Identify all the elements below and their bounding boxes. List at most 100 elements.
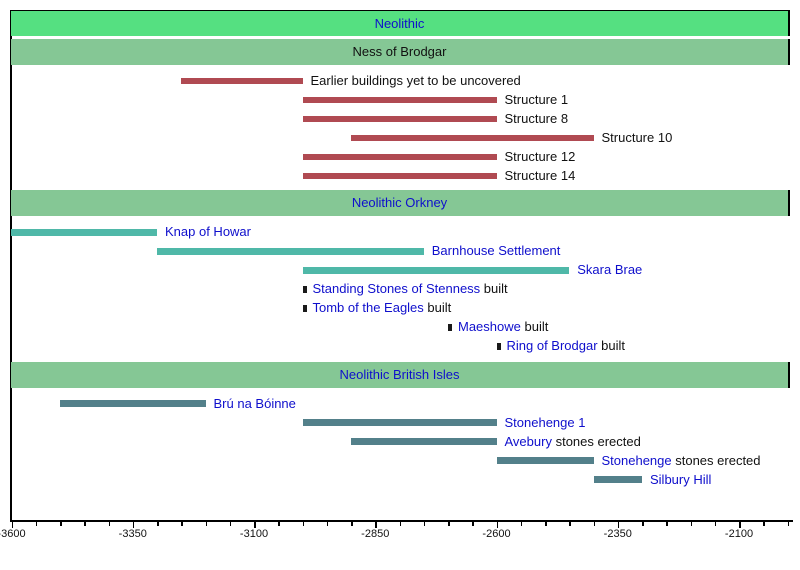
section-header-label-ness-of-brodgar: Ness of Brodgar: [352, 44, 447, 59]
label-earlier-buildings-yet-to-be-uncovered: Earlier buildings yet to be uncovered: [311, 73, 521, 89]
label-barnhouse-settlement: Barnhouse Settlement: [432, 243, 561, 259]
bar-structure-1: [302, 97, 497, 103]
axis-tick: [739, 521, 741, 528]
label-text-earlier-buildings-yet-to-be-uncovered: Earlier buildings yet to be uncovered: [310, 73, 521, 88]
bar-knap-of-howar: [11, 228, 157, 236]
axis-tick: [642, 521, 644, 526]
bar-avebury: [351, 438, 497, 445]
axis-tick: [205, 521, 207, 526]
label-maeshowe: Maeshowe built: [458, 319, 548, 335]
label-structure-1: Structure 1: [505, 92, 569, 108]
label-skara-brae: Skara Brae: [577, 262, 642, 278]
section-header-neolithic: Neolithic: [11, 11, 790, 36]
axis-tick-label: -3350: [118, 528, 147, 540]
y-axis-line: [10, 10, 12, 520]
section-header-label-neolithic-orkney[interactable]: Neolithic Orkney: [351, 195, 448, 210]
axis-tick: [520, 521, 523, 526]
section-header-label-neolithic[interactable]: Neolithic: [374, 15, 425, 31]
link-knap-of-howar[interactable]: Knap of Howar: [165, 224, 251, 239]
axis-tick: [690, 521, 692, 526]
axis-tick: [423, 521, 426, 526]
link-standing-stones-of-stenness[interactable]: Standing Stones of Stenness: [312, 281, 481, 296]
label-suffix-ring-of-brodgar: built: [597, 338, 626, 353]
axis-tick: [11, 521, 13, 528]
marker-standing-stones-of-stenness: [302, 285, 307, 293]
axis-tick: [157, 521, 159, 526]
axis-tick-label: -2100: [724, 528, 754, 540]
label-structure-8: Structure 8: [505, 111, 569, 127]
label-br-na-b-inne: Brú na Bóinne: [214, 396, 296, 412]
label-silbury-hill: Silbury Hill: [650, 472, 711, 488]
axis-tick: [132, 521, 135, 528]
axis-tick: [787, 521, 789, 526]
axis-tick: [84, 521, 86, 526]
plot-top-border: [10, 10, 790, 12]
marker-ring-of-brodgar: [496, 342, 501, 350]
axis-tick-label: -2600: [482, 528, 511, 540]
section-header-neolithic-orkney: Neolithic Orkney: [11, 190, 790, 216]
bar-skara-brae: [302, 266, 570, 274]
link-avebury[interactable]: Avebury: [504, 433, 552, 449]
axis-tick: [302, 521, 304, 526]
link-maeshowe[interactable]: Maeshowe: [458, 319, 521, 334]
axis-tick: [593, 521, 595, 526]
label-suffix-avebury: stones erected: [551, 433, 641, 449]
axis-tick-label: -3100: [239, 528, 269, 540]
link-stonehenge[interactable]: Stonehenge: [601, 452, 672, 468]
link-tomb-of-the-eagles[interactable]: Tomb of the Eagles: [312, 300, 424, 315]
label-avebury: Avebury stones erected: [505, 434, 641, 450]
axis-tick: [351, 521, 353, 526]
section-header-ness-of-brodgar: Ness of Brodgar: [11, 39, 790, 65]
link-skara-brae[interactable]: Skara Brae: [577, 262, 643, 277]
bar-structure-14: [302, 172, 497, 179]
bar-stonehenge: [496, 457, 594, 464]
link-stonehenge-1[interactable]: Stonehenge 1: [504, 414, 586, 430]
axis-tick: [617, 521, 620, 528]
bar-br-na-b-inne: [60, 400, 206, 407]
label-structure-10: Structure 10: [602, 130, 673, 146]
label-stonehenge-1: Stonehenge 1: [505, 415, 586, 431]
axis-tick: [375, 521, 377, 528]
bar-silbury-hill: [593, 476, 642, 483]
axis-tick: [60, 521, 62, 526]
axis-tick: [714, 521, 717, 526]
axis-tick: [448, 521, 450, 526]
axis-tick: [326, 521, 329, 526]
link-br-na-b-inne[interactable]: Brú na Bóinne: [213, 395, 296, 411]
link-barnhouse-settlement[interactable]: Barnhouse Settlement: [431, 243, 561, 258]
label-knap-of-howar: Knap of Howar: [165, 224, 251, 240]
axis-tick-label: -2850: [361, 528, 390, 540]
label-suffix-maeshowe: built: [520, 319, 549, 334]
axis-tick: [181, 521, 183, 526]
section-header-label-neolithic-british-isles[interactable]: Neolithic British Isles: [339, 367, 460, 382]
label-text-structure-1: Structure 1: [504, 92, 569, 107]
label-suffix-stonehenge: stones erected: [671, 452, 761, 468]
label-text-structure-8: Structure 8: [504, 111, 569, 126]
axis-tick: [666, 521, 668, 526]
axis-tick: [763, 521, 765, 526]
bar-structure-12: [302, 153, 497, 160]
label-text-structure-10: Structure 10: [601, 129, 673, 145]
bar-stonehenge-1: [302, 419, 497, 426]
label-standing-stones-of-stenness: Standing Stones of Stenness built: [313, 281, 508, 297]
label-structure-14: Structure 14: [505, 168, 576, 184]
axis-tick: [254, 521, 256, 528]
bar-barnhouse-settlement: [157, 247, 424, 255]
axis-tick: [496, 521, 498, 528]
axis-tick: [399, 521, 401, 526]
label-suffix-tomb-of-the-eagles: built: [423, 300, 452, 315]
label-structure-12: Structure 12: [505, 149, 576, 165]
axis-tick-label: -2350: [603, 528, 632, 540]
axis-tick: [108, 521, 110, 526]
link-ring-of-brodgar[interactable]: Ring of Brodgar: [506, 338, 598, 353]
axis-tick: [35, 521, 38, 526]
link-silbury-hill[interactable]: Silbury Hill: [650, 471, 712, 487]
axis-tick: [569, 521, 571, 526]
axis-tick: [229, 521, 232, 526]
bar-earlier-buildings-yet-to-be-uncovered: [181, 78, 303, 84]
label-tomb-of-the-eagles: Tomb of the Eagles built: [313, 300, 452, 316]
section-header-neolithic-british-isles: Neolithic British Isles: [11, 362, 790, 388]
axis-tick: [278, 521, 280, 526]
marker-tomb-of-the-eagles: [302, 304, 307, 312]
